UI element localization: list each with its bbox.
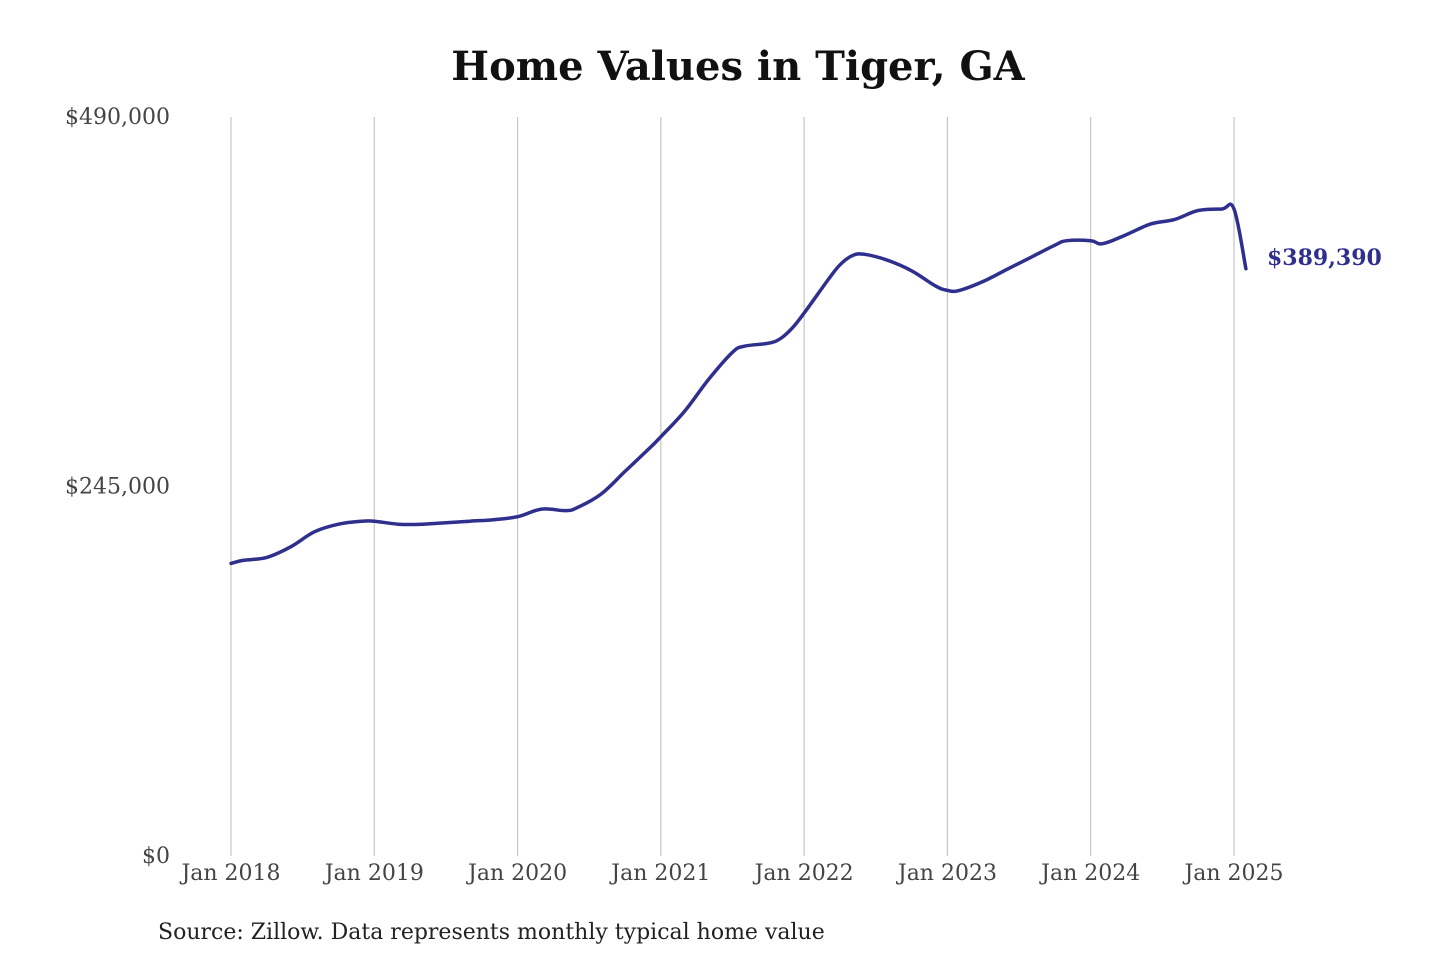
x-tick-label: Jan 2019 <box>323 861 424 886</box>
y-tick-label: $245,000 <box>65 475 170 500</box>
x-tick-label: Jan 2024 <box>1039 861 1140 886</box>
x-tick-label: Jan 2023 <box>896 861 997 886</box>
x-tick-label: Jan 2020 <box>466 861 567 886</box>
source-note: Source: Zillow. Data represents monthly … <box>158 920 825 945</box>
y-tick-label: $0 <box>142 844 170 869</box>
x-tick-label: Jan 2022 <box>753 861 854 886</box>
x-tick-label: Jan 2021 <box>609 861 710 886</box>
x-tick-label: Jan 2018 <box>179 861 280 886</box>
x-axis-tick-labels: Jan 2018 Jan 2019 Jan 2020 Jan 2021 Jan 2022… <box>179 861 1283 886</box>
y-tick-label: $490,000 <box>65 105 170 130</box>
x-tick-label: Jan 2025 <box>1182 861 1283 886</box>
end-value-label: $389,390 <box>1267 245 1382 271</box>
chart-title: Home Values in Tiger, GA <box>451 43 1025 90</box>
series-line-home-value <box>229 202 1248 566</box>
y-axis-tick-labels: $0 $245,000 $490,000 <box>65 105 170 869</box>
gridlines <box>230 117 1235 856</box>
